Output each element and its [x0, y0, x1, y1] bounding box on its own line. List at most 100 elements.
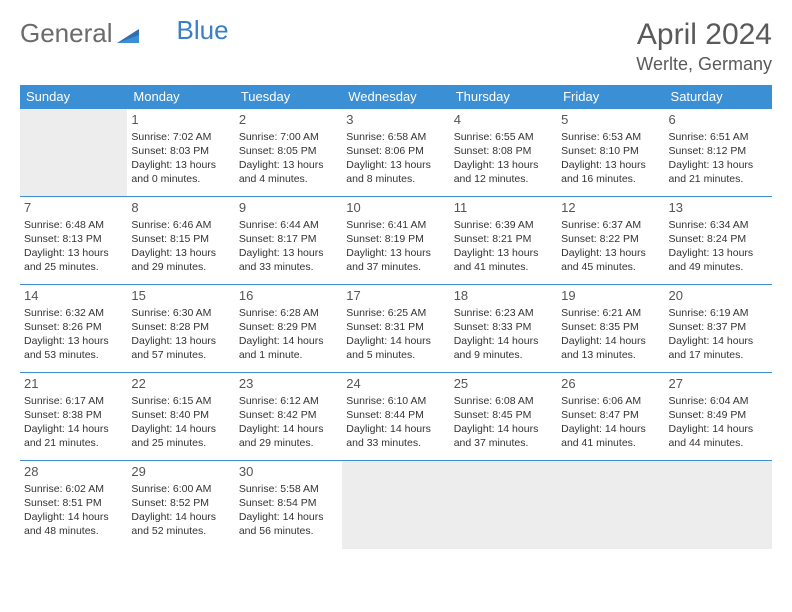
- day-number: 12: [561, 199, 660, 217]
- day-header: Sunday: [20, 85, 127, 109]
- day-details: Sunrise: 6:19 AMSunset: 8:37 PMDaylight:…: [669, 306, 768, 363]
- calendar-cell: 19Sunrise: 6:21 AMSunset: 8:35 PMDayligh…: [557, 285, 664, 373]
- day-details: Sunrise: 6:06 AMSunset: 8:47 PMDaylight:…: [561, 394, 660, 451]
- calendar-cell: [665, 461, 772, 549]
- calendar-cell: 18Sunrise: 6:23 AMSunset: 8:33 PMDayligh…: [450, 285, 557, 373]
- day-details: Sunrise: 6:58 AMSunset: 8:06 PMDaylight:…: [346, 130, 445, 187]
- calendar-cell: 30Sunrise: 5:58 AMSunset: 8:54 PMDayligh…: [235, 461, 342, 549]
- day-number: 23: [239, 375, 338, 393]
- day-number: 29: [131, 463, 230, 481]
- day-number: 26: [561, 375, 660, 393]
- day-details: Sunrise: 6:25 AMSunset: 8:31 PMDaylight:…: [346, 306, 445, 363]
- calendar-cell: 5Sunrise: 6:53 AMSunset: 8:10 PMDaylight…: [557, 109, 664, 197]
- day-details: Sunrise: 6:51 AMSunset: 8:12 PMDaylight:…: [669, 130, 768, 187]
- calendar-cell: 8Sunrise: 6:46 AMSunset: 8:15 PMDaylight…: [127, 197, 234, 285]
- day-number: 27: [669, 375, 768, 393]
- day-number: 7: [24, 199, 123, 217]
- calendar-cell: 27Sunrise: 6:04 AMSunset: 8:49 PMDayligh…: [665, 373, 772, 461]
- page-title: April 2024: [636, 18, 772, 52]
- day-details: Sunrise: 6:34 AMSunset: 8:24 PMDaylight:…: [669, 218, 768, 275]
- day-details: Sunrise: 6:04 AMSunset: 8:49 PMDaylight:…: [669, 394, 768, 451]
- calendar-week-row: 7Sunrise: 6:48 AMSunset: 8:13 PMDaylight…: [20, 197, 772, 285]
- calendar-header-row: SundayMondayTuesdayWednesdayThursdayFrid…: [20, 85, 772, 109]
- day-number: 10: [346, 199, 445, 217]
- day-details: Sunrise: 6:37 AMSunset: 8:22 PMDaylight:…: [561, 218, 660, 275]
- calendar-cell: 26Sunrise: 6:06 AMSunset: 8:47 PMDayligh…: [557, 373, 664, 461]
- day-header: Saturday: [665, 85, 772, 109]
- day-number: 5: [561, 111, 660, 129]
- calendar-cell: 14Sunrise: 6:32 AMSunset: 8:26 PMDayligh…: [20, 285, 127, 373]
- logo: General Blue: [20, 18, 229, 49]
- page-subtitle: Werlte, Germany: [636, 54, 772, 75]
- day-details: Sunrise: 5:58 AMSunset: 8:54 PMDaylight:…: [239, 482, 338, 539]
- day-details: Sunrise: 6:15 AMSunset: 8:40 PMDaylight:…: [131, 394, 230, 451]
- day-number: 11: [454, 199, 553, 217]
- day-details: Sunrise: 6:17 AMSunset: 8:38 PMDaylight:…: [24, 394, 123, 451]
- day-details: Sunrise: 6:55 AMSunset: 8:08 PMDaylight:…: [454, 130, 553, 187]
- calendar-cell: 10Sunrise: 6:41 AMSunset: 8:19 PMDayligh…: [342, 197, 449, 285]
- calendar-cell: [557, 461, 664, 549]
- day-number: 16: [239, 287, 338, 305]
- day-number: 21: [24, 375, 123, 393]
- calendar-cell: 7Sunrise: 6:48 AMSunset: 8:13 PMDaylight…: [20, 197, 127, 285]
- calendar-cell: 24Sunrise: 6:10 AMSunset: 8:44 PMDayligh…: [342, 373, 449, 461]
- day-number: 8: [131, 199, 230, 217]
- logo-triangle-icon: [117, 25, 139, 43]
- day-details: Sunrise: 6:44 AMSunset: 8:17 PMDaylight:…: [239, 218, 338, 275]
- calendar-cell: 16Sunrise: 6:28 AMSunset: 8:29 PMDayligh…: [235, 285, 342, 373]
- calendar-cell: 4Sunrise: 6:55 AMSunset: 8:08 PMDaylight…: [450, 109, 557, 197]
- calendar-cell: 6Sunrise: 6:51 AMSunset: 8:12 PMDaylight…: [665, 109, 772, 197]
- day-details: Sunrise: 6:28 AMSunset: 8:29 PMDaylight:…: [239, 306, 338, 363]
- calendar-cell: 29Sunrise: 6:00 AMSunset: 8:52 PMDayligh…: [127, 461, 234, 549]
- day-number: 19: [561, 287, 660, 305]
- day-number: 4: [454, 111, 553, 129]
- calendar-body: 1Sunrise: 7:02 AMSunset: 8:03 PMDaylight…: [20, 109, 772, 549]
- day-number: 1: [131, 111, 230, 129]
- calendar-cell: [20, 109, 127, 197]
- calendar-table: SundayMondayTuesdayWednesdayThursdayFrid…: [20, 85, 772, 549]
- day-header: Wednesday: [342, 85, 449, 109]
- day-details: Sunrise: 6:21 AMSunset: 8:35 PMDaylight:…: [561, 306, 660, 363]
- calendar-week-row: 1Sunrise: 7:02 AMSunset: 8:03 PMDaylight…: [20, 109, 772, 197]
- day-number: 3: [346, 111, 445, 129]
- day-number: 22: [131, 375, 230, 393]
- day-header: Tuesday: [235, 85, 342, 109]
- calendar-cell: 25Sunrise: 6:08 AMSunset: 8:45 PMDayligh…: [450, 373, 557, 461]
- calendar-cell: 3Sunrise: 6:58 AMSunset: 8:06 PMDaylight…: [342, 109, 449, 197]
- day-header: Monday: [127, 85, 234, 109]
- day-details: Sunrise: 6:10 AMSunset: 8:44 PMDaylight:…: [346, 394, 445, 451]
- header: General Blue April 2024 Werlte, Germany: [20, 18, 772, 75]
- calendar-cell: 13Sunrise: 6:34 AMSunset: 8:24 PMDayligh…: [665, 197, 772, 285]
- calendar-cell: [450, 461, 557, 549]
- day-number: 14: [24, 287, 123, 305]
- day-number: 6: [669, 111, 768, 129]
- day-header: Friday: [557, 85, 664, 109]
- calendar-cell: 9Sunrise: 6:44 AMSunset: 8:17 PMDaylight…: [235, 197, 342, 285]
- calendar-week-row: 14Sunrise: 6:32 AMSunset: 8:26 PMDayligh…: [20, 285, 772, 373]
- calendar-cell: [342, 461, 449, 549]
- calendar-cell: 23Sunrise: 6:12 AMSunset: 8:42 PMDayligh…: [235, 373, 342, 461]
- day-details: Sunrise: 6:23 AMSunset: 8:33 PMDaylight:…: [454, 306, 553, 363]
- day-number: 2: [239, 111, 338, 129]
- day-details: Sunrise: 6:41 AMSunset: 8:19 PMDaylight:…: [346, 218, 445, 275]
- calendar-cell: 15Sunrise: 6:30 AMSunset: 8:28 PMDayligh…: [127, 285, 234, 373]
- day-details: Sunrise: 6:32 AMSunset: 8:26 PMDaylight:…: [24, 306, 123, 363]
- logo-text-2: Blue: [177, 15, 229, 46]
- day-details: Sunrise: 6:30 AMSunset: 8:28 PMDaylight:…: [131, 306, 230, 363]
- calendar-cell: 11Sunrise: 6:39 AMSunset: 8:21 PMDayligh…: [450, 197, 557, 285]
- day-number: 17: [346, 287, 445, 305]
- day-number: 24: [346, 375, 445, 393]
- calendar-cell: 20Sunrise: 6:19 AMSunset: 8:37 PMDayligh…: [665, 285, 772, 373]
- logo-text-1: General: [20, 18, 113, 49]
- day-details: Sunrise: 6:48 AMSunset: 8:13 PMDaylight:…: [24, 218, 123, 275]
- day-header: Thursday: [450, 85, 557, 109]
- calendar-week-row: 28Sunrise: 6:02 AMSunset: 8:51 PMDayligh…: [20, 461, 772, 549]
- day-number: 30: [239, 463, 338, 481]
- calendar-cell: 17Sunrise: 6:25 AMSunset: 8:31 PMDayligh…: [342, 285, 449, 373]
- calendar-cell: 22Sunrise: 6:15 AMSunset: 8:40 PMDayligh…: [127, 373, 234, 461]
- title-block: April 2024 Werlte, Germany: [636, 18, 772, 75]
- day-number: 20: [669, 287, 768, 305]
- day-details: Sunrise: 6:12 AMSunset: 8:42 PMDaylight:…: [239, 394, 338, 451]
- day-details: Sunrise: 6:08 AMSunset: 8:45 PMDaylight:…: [454, 394, 553, 451]
- calendar-cell: 12Sunrise: 6:37 AMSunset: 8:22 PMDayligh…: [557, 197, 664, 285]
